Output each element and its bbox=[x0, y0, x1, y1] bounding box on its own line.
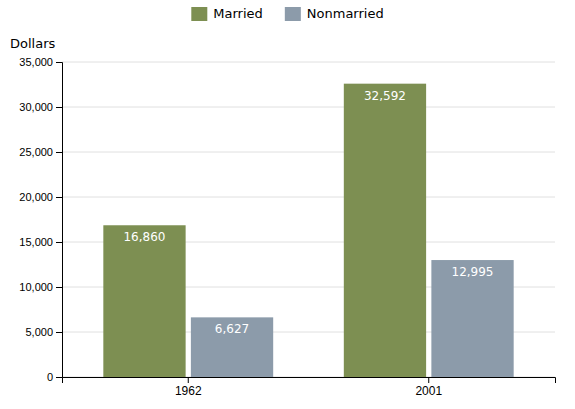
grid-line bbox=[62, 107, 555, 108]
legend-item: Nonmarried bbox=[285, 6, 384, 21]
y-tick-label: 30,000 bbox=[19, 101, 53, 113]
y-tick-mark bbox=[56, 62, 62, 63]
y-tick-mark bbox=[56, 242, 62, 243]
x-tick: 2001 bbox=[415, 377, 442, 398]
y-tick-mark bbox=[56, 377, 62, 378]
y-tick-label: 5,000 bbox=[25, 326, 53, 338]
y-axis: 0 5,000 10,000 15,000 20,000 25,000 30,000 35,0… bbox=[19, 56, 62, 383]
x-tick-label: 2001 bbox=[415, 384, 442, 398]
bar bbox=[431, 260, 513, 377]
x-tick-mark bbox=[188, 377, 189, 383]
y-tick: 15,000 bbox=[19, 236, 62, 248]
x-tick-mark bbox=[428, 377, 429, 383]
x-tick-label: 1962 bbox=[175, 384, 202, 398]
y-tick-mark bbox=[56, 152, 62, 153]
y-tick: 5,000 bbox=[25, 326, 62, 338]
x-axis: 1962 2001 bbox=[63, 377, 556, 398]
y-tick-label: 20,000 bbox=[19, 191, 53, 203]
y-tick-mark bbox=[56, 197, 62, 198]
y-tick-label: 10,000 bbox=[19, 281, 53, 293]
data-label: 32,592 bbox=[364, 89, 406, 103]
data-label: 6,627 bbox=[215, 322, 249, 336]
legend-item: Married bbox=[191, 6, 263, 21]
legend: Married Nonmarried bbox=[191, 6, 383, 21]
grid-line bbox=[62, 197, 555, 198]
y-tick-label: 25,000 bbox=[19, 146, 53, 158]
y-axis-line bbox=[56, 63, 63, 378]
y-tick-label: 0 bbox=[47, 371, 53, 383]
x-axis-line bbox=[63, 378, 556, 384]
legend-label: Nonmarried bbox=[307, 6, 384, 21]
grid bbox=[62, 62, 555, 377]
y-tick: 25,000 bbox=[19, 146, 62, 158]
legend-label: Married bbox=[213, 6, 263, 21]
y-tick-label: 35,000 bbox=[19, 56, 53, 68]
legend-swatch bbox=[191, 7, 207, 21]
data-label: 16,860 bbox=[123, 230, 165, 244]
data-label: 12,995 bbox=[452, 265, 494, 279]
y-tick: 35,000 bbox=[19, 56, 62, 68]
y-tick-mark bbox=[56, 107, 62, 108]
bars bbox=[103, 84, 513, 377]
y-tick: 30,000 bbox=[19, 101, 62, 113]
data-labels: 16,860 32,592 6,627 12,995 bbox=[123, 89, 493, 337]
bar bbox=[103, 225, 185, 377]
chart: 16,860 32,592 6,627 12,995 1962 2001 0 5,000 10,… bbox=[0, 0, 575, 409]
y-tick-mark bbox=[56, 332, 62, 333]
grid-line bbox=[62, 152, 555, 153]
y-tick: 10,000 bbox=[19, 281, 62, 293]
y-axis-title: Dollars bbox=[10, 36, 55, 51]
bar bbox=[344, 84, 426, 377]
bar bbox=[191, 317, 273, 377]
y-tick: 20,000 bbox=[19, 191, 62, 203]
y-tick-mark bbox=[56, 287, 62, 288]
y-tick-label: 15,000 bbox=[19, 236, 53, 248]
y-tick: 0 bbox=[47, 371, 62, 383]
plot: 16,860 32,592 6,627 12,995 1962 2001 0 5,000 10,… bbox=[19, 56, 555, 398]
x-tick: 1962 bbox=[175, 377, 202, 398]
grid-line bbox=[62, 62, 555, 63]
legend-swatch bbox=[285, 7, 301, 21]
